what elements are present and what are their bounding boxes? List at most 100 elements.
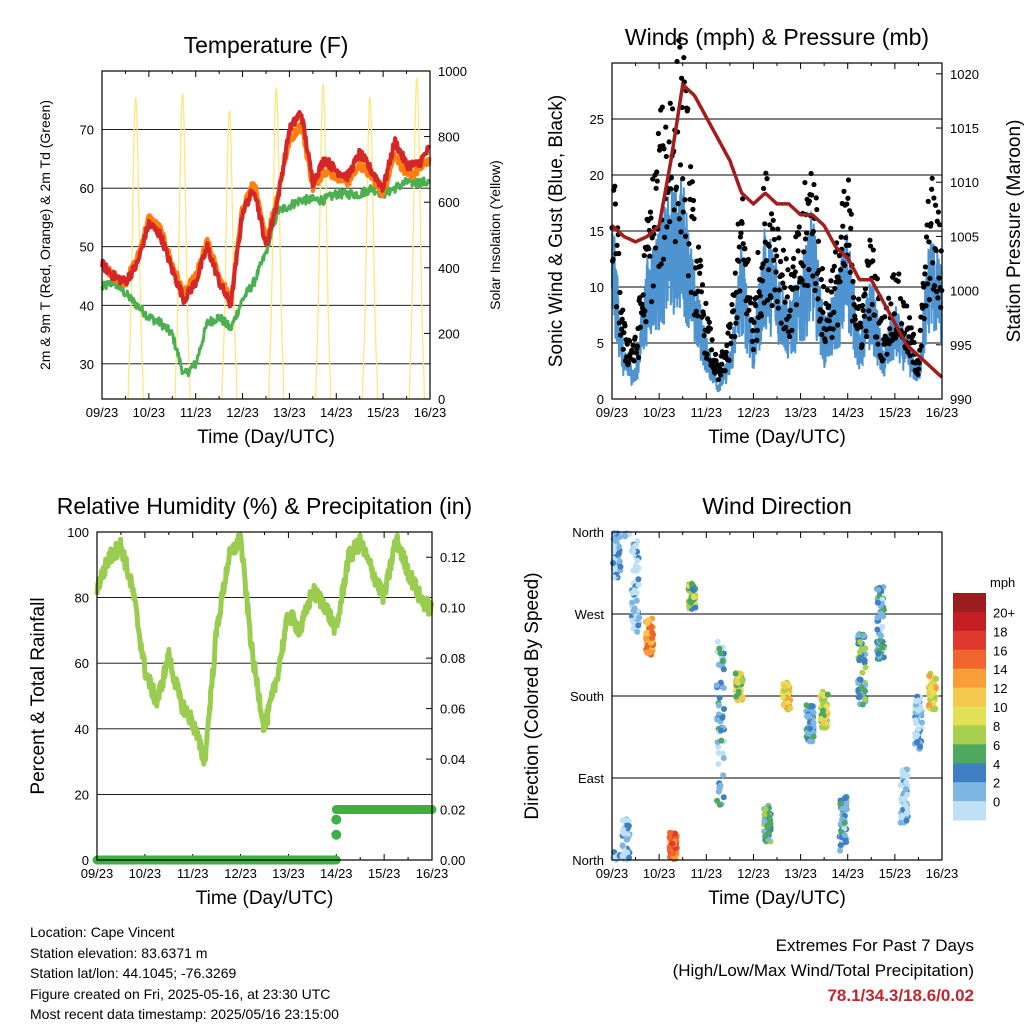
- y-right-tick-label: 1005: [950, 229, 979, 244]
- plot-frame: [611, 531, 943, 861]
- y-tick-label: 40: [80, 298, 94, 313]
- extremes-title: Extremes For Past 7 Days: [775, 936, 974, 955]
- legend-label: 8: [993, 719, 1000, 734]
- x-tick-label: 11/23: [177, 866, 209, 881]
- x-tick-label: 10/23: [133, 405, 166, 420]
- y-tick-label: 20: [75, 787, 89, 802]
- legend-label: 20+: [993, 605, 1015, 620]
- legend-swatch: [953, 630, 986, 651]
- y-axis-label: Percent & Total Rainfall: [28, 597, 49, 794]
- x-axis-label: Time (Day/UTC): [708, 427, 846, 448]
- extremes-values: 78.1/34.3/18.6/0.02: [827, 986, 974, 1005]
- legend-swatch: [953, 744, 986, 764]
- y-right-tick-label: 1015: [950, 121, 979, 136]
- x-tick-label: 16/23: [926, 405, 959, 420]
- x-tick-label: 12/23: [224, 866, 257, 881]
- x-tick-label: 14/23: [831, 405, 864, 420]
- y-tick-label: 15: [590, 224, 604, 239]
- series-2m-t: [100, 110, 432, 309]
- station-latlon: Station lat/lon: 44.1045; -76.3269: [30, 965, 237, 981]
- legend-swatch: [953, 611, 986, 632]
- chart-panel-4: Wind Direction 09/23 10/23 11/23 12/23 13/23 1…: [522, 493, 958, 909]
- y-right-tick-label: 0.08: [440, 651, 465, 666]
- chart-panel-1: Temperature (F) 09/23 10/23 11/23 12/23 13/23…: [37, 32, 503, 448]
- x-tick-label: 16/23: [416, 866, 449, 881]
- legend-label: 16: [993, 643, 1007, 658]
- extremes-box: Extremes For Past 7 Days (High/Low/Max W…: [673, 933, 974, 1008]
- x-tick-label: 10/23: [643, 405, 676, 420]
- y-axis-label: Direction (Colored By Speed): [522, 572, 543, 819]
- legend-label: 14: [993, 662, 1007, 677]
- chart-title: Relative Humidity (%) & Precipitation (i…: [57, 493, 472, 519]
- series-station-pressure: [610, 81, 944, 379]
- y-tick-label: West: [575, 607, 605, 622]
- y-right-tick-label: 0.06: [440, 702, 465, 717]
- x-tick-label: 10/23: [643, 866, 676, 881]
- y-right-tick-label: 0.02: [440, 803, 465, 818]
- series-gust: [609, 37, 945, 383]
- x-tick-label: 09/23: [86, 405, 119, 420]
- series-total-precipitation: [92, 805, 437, 865]
- legend-swatch: [953, 593, 986, 613]
- x-tick-label: 12/23: [226, 405, 259, 420]
- series-9m-t: [100, 121, 432, 300]
- y-right-tick-label: 990: [950, 392, 972, 407]
- x-tick-label: 13/23: [273, 405, 306, 420]
- x-tick-label: 13/23: [272, 866, 305, 881]
- station-elevation: Station elevation: 83.6371 m: [30, 944, 208, 961]
- y-tick-label: 0: [82, 853, 89, 868]
- x-tick-label: 16/23: [926, 866, 959, 881]
- y-tick-label: 25: [590, 112, 604, 127]
- y-right-tick-label: 1010: [950, 175, 979, 190]
- series-relative-humidity: [94, 532, 435, 767]
- plot-frame: [611, 62, 943, 400]
- series-2m-td: [100, 176, 431, 378]
- legend-swatch: [953, 801, 986, 821]
- plot-frame: [101, 70, 431, 400]
- x-tick-label: 13/23: [784, 405, 817, 420]
- y-tick-label: 50: [80, 240, 94, 255]
- y-axis-label-right: Station Pressure (Maroon): [1004, 120, 1024, 343]
- x-tick-label: 15/23: [367, 405, 400, 420]
- x-tick-label: 15/23: [879, 405, 912, 420]
- y-right-tick-label: 0.10: [440, 601, 465, 616]
- x-tick-label: 12/23: [737, 866, 770, 881]
- legend-label: 2: [993, 776, 1000, 791]
- recent-timestamp: Most recent data timestamp: 2025/05/16 2…: [30, 1006, 339, 1022]
- x-tick-label: 13/23: [784, 866, 817, 881]
- legend-swatch: [953, 782, 986, 802]
- x-tick-label: 16/23: [414, 405, 447, 420]
- y-right-tick-label: 1000: [950, 284, 979, 299]
- station-location: Location: Cape Vincent: [30, 924, 175, 940]
- legend-swatch: [953, 706, 986, 726]
- extremes-subtitle: (High/Low/Max Wind/Total Precipitation): [672, 961, 974, 980]
- legend-swatch: [953, 668, 986, 689]
- y-tick-label: 30: [80, 357, 94, 372]
- legend-label: 6: [993, 738, 1000, 753]
- chart-panel-3: Relative Humidity (%) & Precipitation (i…: [28, 493, 472, 909]
- y-tick-label: 70: [80, 123, 94, 138]
- legend-label: 4: [993, 757, 1000, 772]
- legend-label: 18: [993, 624, 1007, 639]
- y-right-tick-label: 400: [438, 261, 460, 276]
- legend-label: 12: [993, 681, 1007, 696]
- station-info: Location: Cape Vincent Station elevation…: [30, 922, 339, 1025]
- y-right-tick-label: 0: [438, 392, 445, 407]
- speed-legend: mph 20+ 18 16 14 12 10 8 6 4 2 0: [953, 575, 1015, 821]
- y-axis-label: Sonic Wind & Gust (Blue, Black): [546, 95, 567, 367]
- x-tick-label: 14/23: [320, 405, 353, 420]
- y-tick-label: North: [572, 853, 604, 868]
- y-tick-label: 100: [67, 525, 89, 540]
- y-tick-label: 20: [590, 168, 604, 183]
- x-tick-label: 09/23: [596, 866, 629, 881]
- x-tick-label: 14/23: [320, 866, 353, 881]
- x-tick-label: 14/23: [831, 866, 864, 881]
- y-right-tick-label: 0.04: [440, 752, 465, 767]
- chart-panel-2: Winds (mph) & Pressure (mb) 09/23 10/23 11/…: [546, 24, 1024, 448]
- y-axis-label-right: Solar Insolation (Yellow): [487, 160, 503, 310]
- legend-label: 0: [993, 795, 1000, 810]
- y-right-tick-label: 995: [950, 338, 972, 353]
- x-tick-label: 09/23: [596, 405, 629, 420]
- y-right-tick-label: 0.00: [440, 853, 465, 868]
